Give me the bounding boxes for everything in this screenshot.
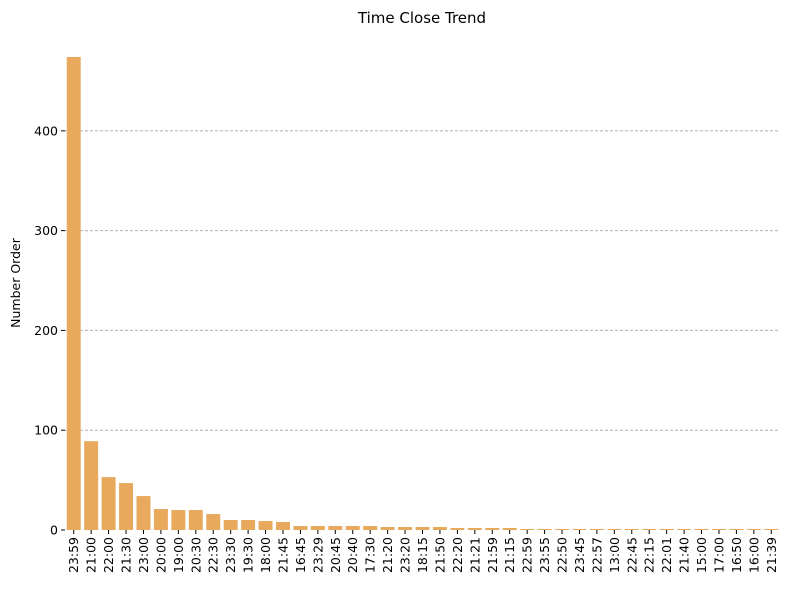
bar [746, 529, 761, 530]
bar [607, 529, 622, 530]
y-tick-label: 300 [34, 223, 58, 238]
bar [310, 526, 325, 530]
bar [432, 527, 447, 530]
bar [363, 526, 378, 530]
chart-title: Time Close Trend [357, 9, 486, 27]
y-tick-label: 100 [34, 423, 58, 438]
x-tick-label: 13:00 [607, 537, 622, 573]
bar [555, 529, 569, 530]
bar [241, 520, 256, 530]
bar [572, 529, 587, 530]
bar [84, 441, 99, 530]
y-axis-ticks: 0 100 200 300 400 [34, 123, 65, 538]
bar [642, 529, 657, 530]
bar [694, 529, 709, 530]
x-tick-label: 23:45 [572, 537, 587, 573]
bar [659, 529, 674, 530]
bar [415, 527, 430, 530]
x-tick-label: 22:57 [589, 537, 604, 573]
bar [223, 520, 238, 530]
x-tick-label: 22:20 [450, 537, 465, 573]
x-tick-label: 22:01 [659, 537, 674, 573]
bars [66, 56, 779, 530]
x-tick-label: 23:00 [136, 537, 151, 573]
bar [467, 528, 482, 530]
bar [520, 529, 535, 530]
x-tick-label: 16:50 [729, 537, 744, 573]
bar [328, 526, 343, 530]
x-tick-label: 23:29 [310, 537, 325, 573]
y-tick-label: 200 [34, 323, 58, 338]
y-tick-label: 400 [34, 123, 58, 138]
x-axis-ticks: 23:59 21:00 22:00 21:30 23:00 20:00 19:00 20:30… [66, 530, 779, 573]
x-tick-label: 17:00 [711, 537, 726, 573]
x-tick-label: 21:20 [380, 537, 395, 573]
bar [293, 526, 308, 530]
bar [101, 477, 116, 530]
bar [276, 522, 290, 530]
x-tick-label: 22:15 [642, 537, 657, 573]
bar [624, 529, 639, 530]
bar [450, 528, 465, 530]
bar [171, 510, 186, 530]
x-tick-label: 21:50 [432, 537, 447, 573]
bar [764, 529, 779, 530]
bar [206, 514, 221, 530]
x-tick-label: 21:39 [764, 537, 779, 573]
x-tick-label: 23:55 [537, 537, 552, 573]
x-tick-label: 16:45 [293, 537, 308, 573]
x-tick-label: 22:45 [624, 537, 639, 573]
x-tick-label: 22:30 [206, 537, 221, 573]
bar [677, 529, 692, 530]
bar [345, 526, 360, 530]
bar [258, 521, 273, 530]
x-tick-label: 16:00 [746, 537, 761, 573]
bar [711, 529, 726, 530]
y-tick-label: 0 [50, 523, 58, 538]
x-tick-label: 21:30 [119, 537, 134, 573]
x-tick-label: 21:45 [275, 537, 290, 573]
x-tick-label: 23:59 [66, 537, 81, 573]
x-tick-label: 21:15 [502, 537, 517, 573]
x-tick-label: 21:21 [467, 537, 482, 573]
bar [66, 56, 81, 530]
x-tick-label: 18:15 [415, 537, 430, 573]
y-axis-label: Number Order [8, 237, 23, 328]
x-tick-label: 18:00 [258, 537, 273, 573]
x-tick-label: 22:59 [520, 537, 535, 573]
bar [537, 529, 552, 530]
x-tick-label: 22:50 [555, 537, 570, 573]
bar [729, 529, 744, 530]
bar [188, 510, 203, 530]
bar [119, 483, 134, 530]
x-tick-label: 23:30 [223, 537, 238, 573]
x-tick-label: 21:00 [84, 537, 99, 573]
x-tick-label: 20:30 [188, 537, 203, 573]
bar [589, 529, 604, 530]
x-tick-label: 15:00 [694, 537, 709, 573]
x-tick-label: 19:30 [241, 537, 256, 573]
x-tick-label: 23:20 [398, 537, 413, 573]
x-tick-label: 19:00 [171, 537, 186, 573]
bar [502, 528, 517, 530]
x-tick-label: 20:40 [345, 537, 360, 573]
x-tick-label: 20:45 [328, 537, 343, 573]
x-tick-label: 17:30 [363, 537, 378, 573]
bar [153, 509, 168, 530]
bar [398, 527, 413, 530]
grid-lines [65, 130, 780, 431]
x-tick-label: 22:00 [101, 537, 116, 573]
bar [136, 496, 151, 530]
bar [380, 527, 395, 530]
x-tick-label: 21:40 [677, 537, 692, 573]
x-tick-label: 20:00 [153, 537, 168, 573]
bar [485, 528, 500, 530]
x-tick-label: 21:59 [485, 537, 500, 573]
